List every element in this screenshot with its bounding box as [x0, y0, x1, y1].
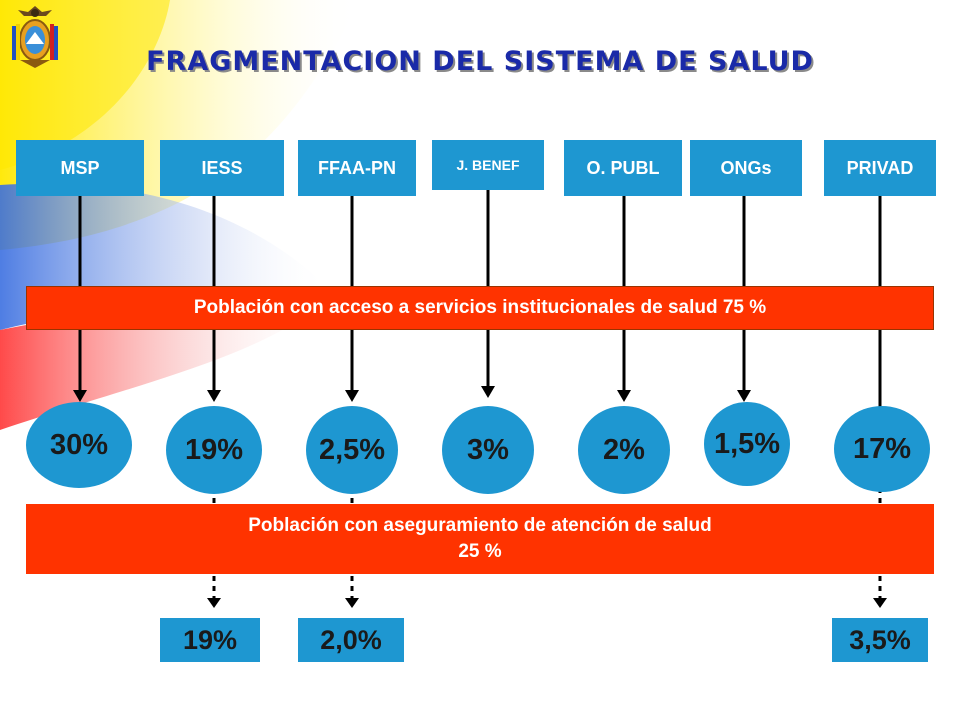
insurance-band: Población con aseguramiento de atención …	[26, 504, 934, 574]
insurance-share-iess: 19%	[160, 618, 260, 662]
access-band-label: Población con acceso a servicios institu…	[193, 297, 767, 318]
institution-privad: PRIVAD	[824, 140, 936, 196]
insurance-band-line2: 25 %	[458, 541, 502, 562]
access-share-j-benef: 3%	[442, 406, 534, 494]
access-share-ongs: 1,5%	[704, 402, 790, 486]
access-share-iess: 19%	[166, 406, 262, 494]
access-share-o-publ: 2%	[578, 406, 670, 494]
institution-iess: IESS	[160, 140, 284, 196]
coat-of-arms-logo	[12, 6, 58, 68]
insurance-band-line1: Población con aseguramiento de atención …	[248, 515, 712, 536]
access-share-msp: 30%	[26, 402, 132, 488]
institution-o-publ: O. PUBL	[564, 140, 682, 196]
access-band: Población con acceso a servicios institu…	[26, 286, 934, 330]
institution-j-benef: J. BENEF	[432, 140, 544, 190]
page-title: FRAGMENTACION DEL SISTEMA DE SALUD	[146, 46, 814, 77]
institution-ongs: ONGs	[690, 140, 802, 196]
institution-ffaa-pn: FFAA-PN	[298, 140, 416, 196]
institution-msp: MSP	[16, 140, 144, 196]
insurance-share-privad: 3,5%	[832, 618, 928, 662]
insurance-share-ffaa-pn: 2,0%	[298, 618, 404, 662]
access-share-privad: 17%	[834, 406, 930, 492]
access-share-ffaa-pn: 2,5%	[306, 406, 398, 494]
